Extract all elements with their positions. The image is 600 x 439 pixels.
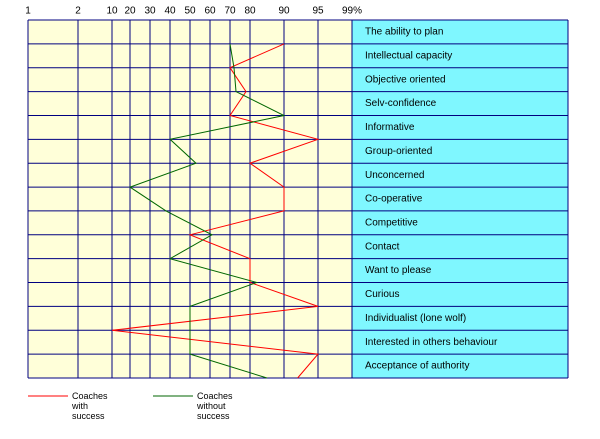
- category-label: Selv-confidence: [365, 98, 437, 109]
- x-tick-label: 95: [312, 6, 324, 17]
- category-label: Competitive: [365, 218, 418, 229]
- x-tick-label: 1: [25, 6, 31, 17]
- category-label: Curious: [365, 289, 399, 300]
- x-tick-label: 70: [224, 6, 236, 17]
- category-label: Objective oriented: [365, 74, 446, 85]
- category-label: Co-operative: [365, 194, 423, 205]
- category-label: Intellectual capacity: [365, 50, 452, 61]
- legend-label: Coaches with success: [72, 391, 108, 421]
- category-label: Unconcerned: [365, 170, 424, 181]
- label-panel: [352, 20, 568, 378]
- category-label: Want to please: [365, 265, 432, 276]
- category-label: Individualist (lone wolf): [365, 313, 466, 324]
- x-tick-label: 2: [75, 6, 81, 17]
- x-tick-label: 99%: [342, 6, 362, 17]
- x-tick-label: 50: [184, 6, 196, 17]
- category-label: Contact: [365, 241, 400, 252]
- legend-label: Coaches without success: [197, 391, 233, 421]
- x-tick-label: 90: [278, 6, 290, 17]
- category-label: Group-oriented: [365, 146, 432, 157]
- category-label: Interested in others behaviour: [365, 337, 498, 348]
- category-label: Acceptance of authority: [365, 361, 470, 372]
- series-line: [111, 43, 320, 379]
- x-tick-label: 30: [144, 6, 156, 17]
- category-label: The ability to plan: [365, 27, 443, 38]
- x-tick-label: 80: [244, 6, 256, 17]
- x-tick-label: 10: [106, 6, 118, 17]
- category-label: Informative: [365, 122, 415, 133]
- series-line: [128, 43, 286, 379]
- x-tick-label: 40: [164, 6, 176, 17]
- x-tick-label: 60: [204, 6, 216, 17]
- x-tick-label: 20: [124, 6, 136, 17]
